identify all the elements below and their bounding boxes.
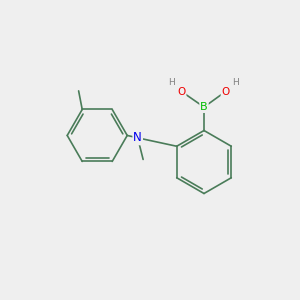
Text: O: O [221,86,230,97]
Text: H: H [168,78,175,87]
Text: N: N [133,131,142,144]
Text: O: O [177,86,186,97]
Text: H: H [232,78,239,87]
Text: B: B [200,102,208,112]
